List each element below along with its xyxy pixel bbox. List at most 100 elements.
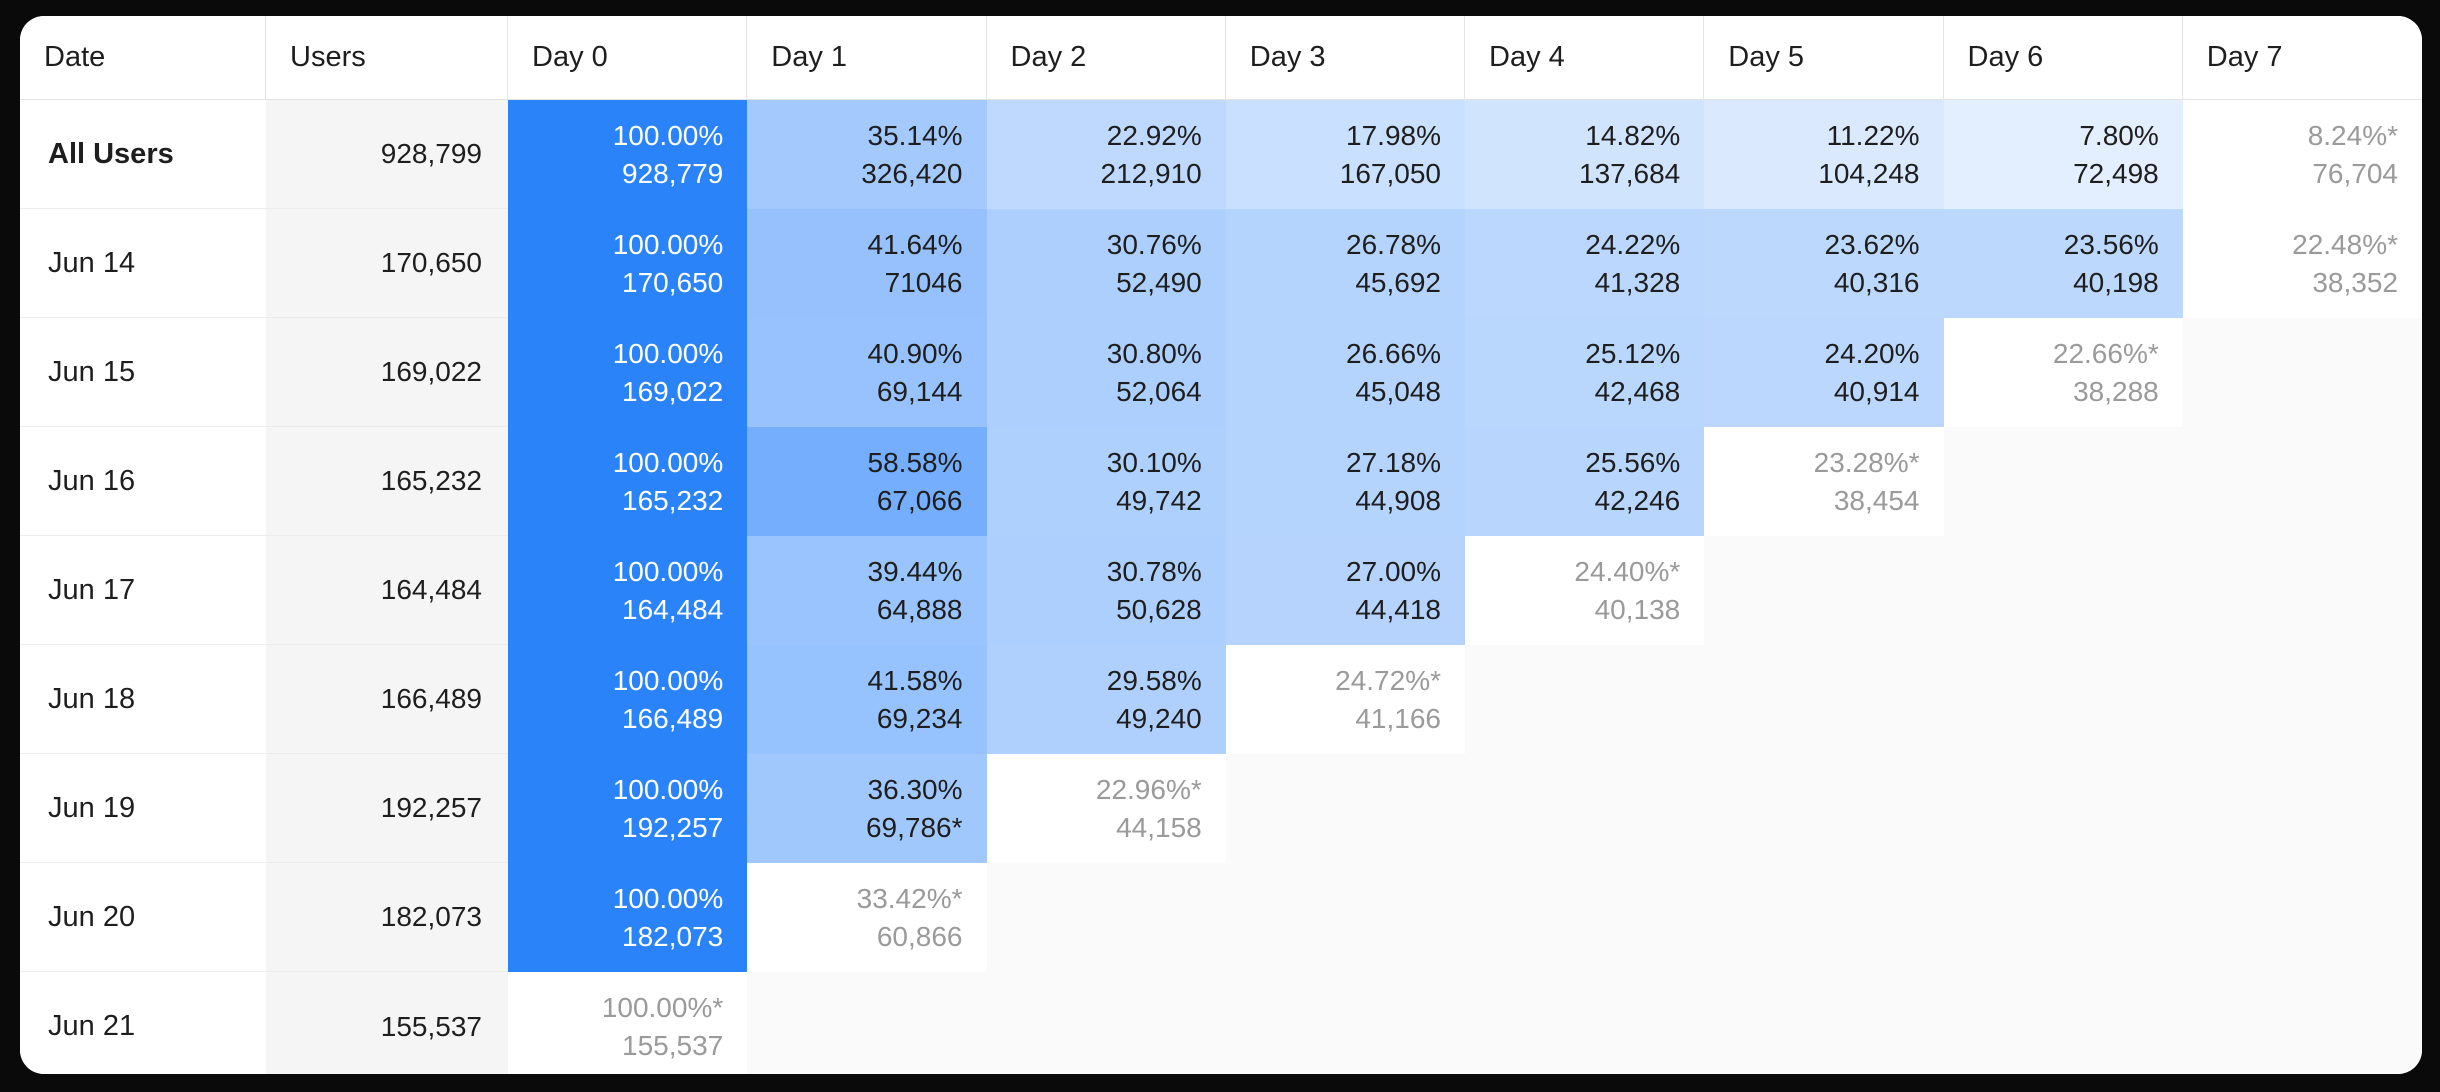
retention-cell-all-users-day-0[interactable]: 100.00% 928,779 (508, 100, 748, 209)
column-header-day-7: Day 7 (2182, 16, 2422, 100)
cell-count: 40,316 (1833, 266, 1920, 298)
retention-cell-jun-17-day-1[interactable]: 39.44% 64,888 (747, 536, 987, 645)
cell-count: 44,908 (1355, 484, 1441, 516)
cell-count: 41,166 (1355, 702, 1441, 734)
retention-cell-jun-14-day-5[interactable]: 23.62% 40,316 (1704, 209, 1944, 318)
cell-percentage: 36.30% (867, 773, 963, 805)
cell-count: 69,786* (865, 811, 963, 843)
cell-count: 164,484 (622, 593, 724, 625)
cell-percentage: 30.80% (1106, 337, 1202, 369)
retention-cell-all-users-day-6[interactable]: 7.80% 72,498 (1943, 100, 2183, 209)
retention-cell-all-users-day-7[interactable]: 8.24%* 76,704 (2182, 100, 2422, 209)
cell-count: 64,888 (876, 593, 963, 625)
retention-cell-jun-14-day-3[interactable]: 26.78% 45,692 (1225, 209, 1465, 318)
row-users-jun-14: 170,650 (266, 209, 508, 318)
cell-count: 49,240 (1116, 702, 1202, 734)
cell-percentage: 40.90% (867, 337, 963, 369)
retention-cell-jun-18-day-5 (1704, 645, 1944, 754)
row-users-jun-19: 192,257 (266, 754, 508, 863)
cell-percentage: 14.82% (1585, 119, 1681, 151)
retention-cell-jun-18-day-4 (1465, 645, 1705, 754)
cell-percentage: 24.20% (1824, 337, 1920, 369)
retention-cell-all-users-day-2[interactable]: 22.92% 212,910 (986, 100, 1226, 209)
retention-cell-jun-15-day-2[interactable]: 30.80% 52,064 (986, 318, 1226, 427)
retention-cell-jun-15-day-0[interactable]: 100.00% 169,022 (508, 318, 748, 427)
retention-cell-jun-15-day-6[interactable]: 22.66%* 38,288 (1943, 318, 2183, 427)
retention-cell-jun-15-day-4[interactable]: 25.12% 42,468 (1465, 318, 1705, 427)
cell-percentage: 41.64% (867, 228, 963, 260)
cell-count: 38,454 (1833, 484, 1920, 516)
retention-cell-jun-19-day-7 (2182, 754, 2422, 863)
cell-percentage: 100.00% (612, 228, 724, 260)
retention-cell-jun-14-day-0[interactable]: 100.00% 170,650 (508, 209, 748, 318)
cell-count: 72,498 (2073, 157, 2159, 189)
cell-count: 137,684 (1579, 157, 1681, 189)
retention-cell-jun-17-day-4[interactable]: 24.40%* 40,138 (1465, 536, 1705, 645)
retention-cell-jun-14-day-7[interactable]: 22.48%* 38,352 (2182, 209, 2422, 318)
retention-cell-jun-20-day-1[interactable]: 33.42%* 60,866 (747, 863, 987, 972)
retention-cell-jun-19-day-1[interactable]: 36.30% 69,786* (747, 754, 987, 863)
retention-cell-jun-19-day-0[interactable]: 100.00% 192,257 (508, 754, 748, 863)
retention-cell-all-users-day-3[interactable]: 17.98% 167,050 (1225, 100, 1465, 209)
retention-cell-jun-14-day-4[interactable]: 24.22% 41,328 (1465, 209, 1705, 318)
column-header-day-4: Day 4 (1465, 16, 1705, 100)
cell-count: 40,138 (1594, 593, 1681, 625)
cell-count: 71046 (884, 266, 963, 298)
retention-cell-jun-21-day-0[interactable]: 100.00%* 155,537 (508, 972, 748, 1074)
retention-cell-jun-14-day-6[interactable]: 23.56% 40,198 (1943, 209, 2183, 318)
retention-cell-jun-16-day-3[interactable]: 27.18% 44,908 (1225, 427, 1465, 536)
cell-count: 40,198 (2073, 266, 2159, 298)
column-header-day-0: Day 0 (508, 16, 748, 100)
retention-cell-jun-14-day-2[interactable]: 30.76% 52,490 (986, 209, 1226, 318)
retention-cell-all-users-day-5[interactable]: 11.22% 104,248 (1704, 100, 1944, 209)
retention-cell-jun-15-day-5[interactable]: 24.20% 40,914 (1704, 318, 1944, 427)
retention-cell-jun-18-day-2[interactable]: 29.58% 49,240 (986, 645, 1226, 754)
row-label-jun-19: Jun 19 (20, 754, 266, 863)
cell-percentage: 24.40%* (1574, 555, 1681, 587)
cell-percentage: 24.72%* (1335, 664, 1441, 696)
retention-cell-jun-21-day-5 (1704, 972, 1944, 1074)
retention-cell-jun-18-day-6 (1943, 645, 2183, 754)
column-header-day-2: Day 2 (986, 16, 1226, 100)
retention-cell-jun-16-day-1[interactable]: 58.58% 67,066 (747, 427, 987, 536)
column-header-day-1: Day 1 (747, 16, 987, 100)
retention-cell-all-users-day-1[interactable]: 35.14% 326,420 (747, 100, 987, 209)
cell-percentage: 24.22% (1585, 228, 1681, 260)
row-label-jun-17: Jun 17 (20, 536, 266, 645)
retention-cell-jun-21-day-6 (1943, 972, 2183, 1074)
row-label-jun-21: Jun 21 (20, 972, 266, 1074)
row-users-jun-21: 155,537 (266, 972, 508, 1074)
retention-cell-jun-18-day-3[interactable]: 24.72%* 41,166 (1225, 645, 1465, 754)
cell-percentage: 39.44% (867, 555, 963, 587)
cell-percentage: 58.58% (867, 446, 963, 478)
cell-count: 44,418 (1355, 593, 1441, 625)
retention-cell-jun-19-day-2[interactable]: 22.96%* 44,158 (986, 754, 1226, 863)
retention-cell-jun-16-day-5[interactable]: 23.28%* 38,454 (1704, 427, 1944, 536)
retention-cell-jun-14-day-1[interactable]: 41.64% 71046 (747, 209, 987, 318)
retention-cell-jun-19-day-4 (1465, 754, 1705, 863)
retention-cell-jun-16-day-6 (1943, 427, 2183, 536)
retention-cell-jun-16-day-7 (2182, 427, 2422, 536)
cell-percentage: 23.62% (1824, 228, 1920, 260)
retention-cell-jun-19-day-6 (1943, 754, 2183, 863)
cell-percentage: 27.00% (1346, 555, 1441, 587)
retention-cell-jun-20-day-0[interactable]: 100.00% 182,073 (508, 863, 748, 972)
retention-cell-jun-16-day-4[interactable]: 25.56% 42,246 (1465, 427, 1705, 536)
retention-cell-all-users-day-4[interactable]: 14.82% 137,684 (1465, 100, 1705, 209)
retention-cell-jun-16-day-0[interactable]: 100.00% 165,232 (508, 427, 748, 536)
retention-cell-jun-17-day-2[interactable]: 30.78% 50,628 (986, 536, 1226, 645)
cell-percentage: 22.48%* (2292, 228, 2398, 260)
cell-count: 49,742 (1116, 484, 1202, 516)
retention-cell-jun-17-day-3[interactable]: 27.00% 44,418 (1225, 536, 1465, 645)
retention-cell-jun-18-day-1[interactable]: 41.58% 69,234 (747, 645, 987, 754)
retention-cell-jun-17-day-0[interactable]: 100.00% 164,484 (508, 536, 748, 645)
retention-cell-jun-16-day-2[interactable]: 30.10% 49,742 (986, 427, 1226, 536)
cell-count: 182,073 (622, 920, 724, 952)
column-header-date: Date (20, 16, 266, 100)
retention-cell-jun-15-day-1[interactable]: 40.90% 69,144 (747, 318, 987, 427)
retention-cell-jun-15-day-3[interactable]: 26.66% 45,048 (1225, 318, 1465, 427)
retention-cell-jun-18-day-7 (2182, 645, 2422, 754)
retention-cell-jun-18-day-0[interactable]: 100.00% 166,489 (508, 645, 748, 754)
